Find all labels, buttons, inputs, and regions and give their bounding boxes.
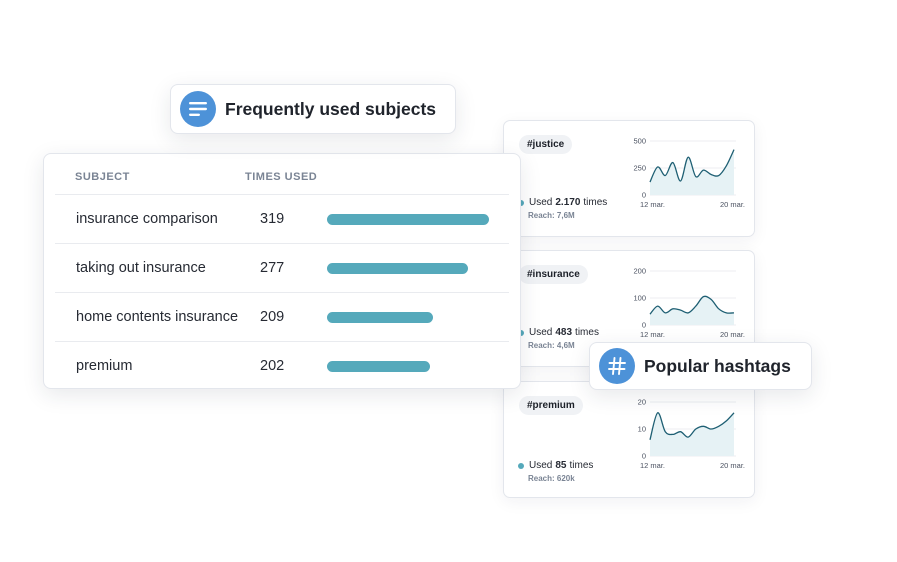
table-row[interactable]: taking out insurance 277 [55, 243, 509, 292]
subject-name: premium [76, 358, 133, 374]
x-tick-label: 20 mar. [720, 200, 745, 209]
mini-line-chart: 200 100 012 mar. 20 mar. [633, 267, 745, 340]
subject-name: taking out insurance [76, 260, 206, 276]
y-tick-label: 250 [633, 164, 646, 173]
subjects-title-pill: Frequently used subjects [170, 84, 456, 134]
y-tick-label: 100 [633, 294, 646, 303]
subject-count: 202 [260, 358, 285, 374]
subjects-table: SUBJECT TIMES USED insurance comparison 3… [43, 153, 521, 389]
used-suffix: times [569, 460, 594, 471]
hashtag-label: #justice [519, 135, 573, 154]
y-tick-label: 200 [633, 267, 646, 276]
used-count: 85 [555, 460, 567, 471]
x-tick-label: 12 mar. [640, 200, 665, 209]
column-header-times-used: TIMES USED [245, 171, 318, 183]
hashtag-label: #premium [519, 396, 583, 415]
series-line [649, 295, 735, 315]
hashtag-icon [599, 348, 635, 384]
table-header: SUBJECT TIMES USED [44, 171, 520, 191]
used-suffix: times [575, 327, 599, 338]
hashtags-title: Popular hashtags [644, 355, 791, 376]
table-row[interactable]: insurance comparison 319 [55, 194, 509, 243]
usage-bar [327, 361, 430, 372]
y-tick-label: 0 [642, 452, 646, 461]
usage-bar [327, 214, 489, 225]
table-row[interactable]: premium 202 [55, 341, 509, 390]
x-tick-label: 12 mar. [640, 461, 665, 470]
y-tick-label: 0 [642, 191, 646, 200]
mini-line-chart: 20 10 012 mar. 20 mar. [638, 398, 745, 471]
reach-text: Reach: 7,6M [528, 211, 575, 220]
series-line [649, 149, 735, 183]
reach-text: Reach: 4,6M [528, 341, 575, 350]
column-header-subject: SUBJECT [75, 171, 130, 183]
series-dot [518, 462, 524, 469]
used-prefix: Used [529, 327, 553, 338]
used-prefix: Used [529, 197, 553, 208]
list-lines-icon [180, 91, 216, 127]
subject-count: 319 [260, 211, 285, 227]
subject-name: insurance comparison [76, 211, 218, 227]
used-suffix: times [583, 197, 608, 208]
y-tick-label: 0 [642, 321, 646, 330]
y-tick-label: 20 [638, 398, 646, 407]
subjects-title: Frequently used subjects [225, 98, 437, 119]
subject-count: 209 [260, 309, 285, 325]
usage-bar [327, 312, 433, 323]
hashtag-card-justice[interactable]: #justice Used 2.170 times Reach: 7,6M 500 250 0… [503, 120, 755, 237]
area-fill [650, 149, 734, 195]
x-tick-label: 20 mar. [720, 330, 745, 339]
hashtag-label: #insurance [519, 265, 588, 284]
usage-line: Used 483 times [518, 327, 599, 338]
y-tick-label: 500 [633, 137, 646, 146]
hashtags-title-pill: Popular hashtags [589, 342, 812, 390]
table-row[interactable]: home contents insurance 209 [55, 292, 509, 341]
x-tick-label: 20 mar. [720, 461, 745, 470]
y-tick-label: 10 [638, 425, 646, 434]
used-count: 2.170 [555, 197, 581, 208]
subject-name: home contents insurance [76, 309, 239, 325]
used-prefix: Used [529, 460, 553, 471]
usage-line: Used 2.170 times [518, 197, 607, 208]
series-dot [518, 199, 524, 206]
usage-bar [327, 263, 468, 274]
hashtag-card-premium[interactable]: #premium Used 85 times Reach: 620k 20 10 0 12 ma… [503, 381, 755, 498]
reach-text: Reach: 620k [528, 474, 575, 483]
hashtag-card-insurance[interactable]: #insurance Used 483 times Reach: 4,6M 200 100 0… [503, 250, 755, 367]
mini-line-chart: 500 250 012 mar. 20 mar. [633, 137, 745, 210]
x-tick-label: 12 mar. [640, 330, 665, 339]
used-count: 483 [555, 327, 573, 338]
series-dot [518, 329, 524, 336]
usage-line: Used 85 times [518, 460, 593, 471]
series-line [649, 412, 735, 440]
subject-count: 277 [260, 260, 285, 276]
